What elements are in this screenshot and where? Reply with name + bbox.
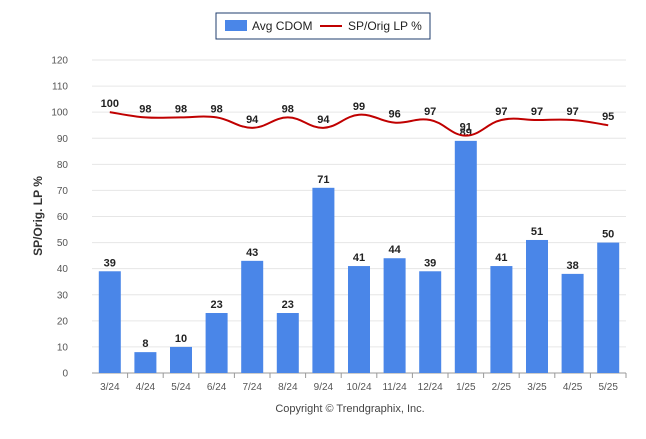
- bar[interactable]: [312, 187, 335, 373]
- copyright-text: Copyright © Trendgraphix, Inc.: [275, 403, 424, 415]
- line-data-label: 98: [210, 103, 222, 115]
- y-axis-title: SP/Orig. LP %: [31, 176, 45, 256]
- y-tick-label: 20: [57, 316, 69, 327]
- y-tick-label: 30: [57, 290, 69, 301]
- line-data-label: 98: [282, 103, 294, 115]
- bar-data-label: 38: [566, 260, 578, 272]
- bar[interactable]: [561, 273, 584, 373]
- bar[interactable]: [241, 260, 264, 373]
- line-data-label: 97: [495, 106, 507, 118]
- bar[interactable]: [205, 313, 228, 373]
- bar[interactable]: [490, 266, 513, 373]
- line-data-label: 98: [139, 103, 151, 115]
- x-tick-label: 3/25: [527, 382, 547, 393]
- x-tick-label: 8/24: [278, 382, 298, 393]
- line-data-labels: 100 98 98 98 94 98 94 99 96 97 91 97 97 97 95: [101, 98, 615, 133]
- x-tick-label: 3/24: [100, 382, 120, 393]
- x-tick-label: 9/24: [314, 382, 334, 393]
- bar[interactable]: [98, 271, 121, 373]
- bar[interactable]: [419, 271, 442, 373]
- bar-data-label: 50: [602, 229, 614, 241]
- x-tick-label: 11/24: [382, 382, 407, 393]
- bar[interactable]: [454, 140, 477, 373]
- y-tick-label: 110: [52, 82, 68, 93]
- bar[interactable]: [276, 313, 299, 373]
- line-data-label: 96: [388, 109, 400, 121]
- bar-data-label: 39: [104, 257, 116, 269]
- line-data-label: 97: [424, 106, 436, 118]
- legend-label-bar: Avg CDOM: [252, 19, 312, 33]
- x-tick-label: 10/24: [346, 382, 371, 393]
- y-axis-ticks: 0 10 20 30 40 50 60 70 80 90 100 110 120: [51, 56, 68, 380]
- line-series: [109, 111, 609, 137]
- bar[interactable]: [597, 242, 620, 373]
- line-data-label: 98: [175, 103, 187, 115]
- bar-series: [98, 140, 620, 373]
- bar-data-label: 44: [388, 244, 401, 256]
- line-data-label: 95: [602, 111, 614, 123]
- y-tick-label: 90: [57, 134, 69, 145]
- bar-data-label: 41: [353, 252, 365, 264]
- y-tick-label: 50: [57, 238, 69, 249]
- y-tick-label: 70: [57, 186, 69, 197]
- bar[interactable]: [383, 258, 406, 373]
- bar-data-label: 23: [210, 299, 222, 311]
- x-tick-label: 6/24: [207, 382, 227, 393]
- bar-data-label: 41: [495, 252, 507, 264]
- x-tick-label: 7/24: [242, 382, 262, 393]
- bar-data-label: 23: [282, 299, 294, 311]
- bar[interactable]: [348, 266, 370, 373]
- x-tick-label: 12/24: [418, 382, 443, 393]
- line-data-label: 97: [566, 106, 578, 118]
- x-tick-label: 2/25: [492, 382, 512, 393]
- x-tick-label: 5/24: [171, 382, 191, 393]
- y-tick-label: 10: [57, 342, 69, 353]
- line-data-label: 97: [531, 106, 543, 118]
- bar-data-label: 51: [531, 226, 543, 238]
- x-tick-label: 4/24: [136, 382, 156, 393]
- x-tick-label: 1/25: [456, 382, 476, 393]
- line-data-label: 100: [101, 98, 119, 110]
- y-tick-label: 80: [57, 160, 69, 171]
- bar-data-label: 8: [142, 338, 148, 350]
- line-data-label: 91: [460, 122, 472, 134]
- bar-data-label: 43: [246, 247, 258, 259]
- legend: Avg CDOM SP/Orig LP %: [215, 12, 431, 40]
- x-tick-label: 4/25: [563, 382, 583, 393]
- x-tick-label: 5/25: [598, 382, 618, 393]
- bar-data-label: 39: [424, 257, 436, 269]
- y-tick-label: 0: [62, 369, 68, 380]
- y-tick-label: 100: [51, 108, 68, 119]
- y-tick-label: 40: [57, 264, 69, 275]
- legend-swatch-bar: [225, 20, 247, 31]
- y-tick-label: 120: [51, 56, 68, 67]
- legend-label-line: SP/Orig LP %: [348, 19, 422, 33]
- line-data-label: 94: [246, 114, 259, 126]
- x-axis-ticks: 3/24 4/24 5/24 6/24 7/24 8/24 9/24 10/24 11/24 12…: [100, 373, 627, 393]
- bar-data-label: 10: [175, 333, 187, 345]
- bar[interactable]: [170, 346, 192, 373]
- bar[interactable]: [134, 352, 157, 373]
- bar[interactable]: [526, 239, 548, 373]
- line-data-label: 99: [353, 101, 365, 113]
- line-data-label: 94: [317, 114, 330, 126]
- y-tick-label: 60: [57, 212, 69, 223]
- bar-data-label: 71: [317, 174, 329, 186]
